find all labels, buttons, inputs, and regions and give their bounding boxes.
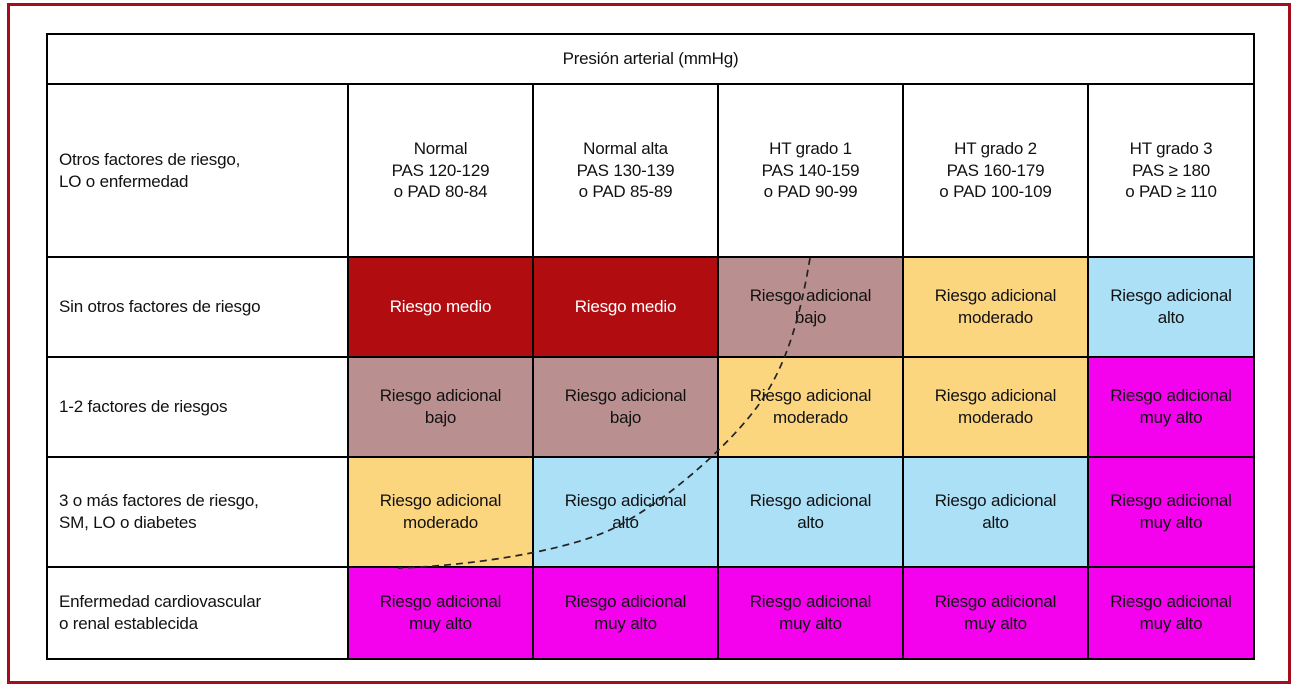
risk-table: Presión arterial (mmHg) Otros factores d…	[46, 33, 1255, 660]
risk-cell-text: muy alto	[1139, 408, 1203, 427]
risk-cell-text: Riesgo adicional	[379, 386, 502, 406]
risk-cell-text: Riesgo medio	[574, 297, 677, 317]
column-header-line: PAS 130-139	[576, 160, 675, 180]
column-header-line: o PAD 90-99	[763, 182, 858, 202]
corner-header-line: LO o enfermedad	[59, 171, 189, 191]
risk-cell-text: Riesgo adicional	[749, 592, 872, 612]
risk-cell-text: moderado	[958, 408, 1033, 427]
row-label-line: o renal establecida	[59, 614, 198, 633]
risk-cell-text: muy alto	[779, 614, 842, 633]
risk-cell-text: Riesgo adicional	[934, 286, 1057, 306]
risk-cell-text: alto	[982, 513, 1009, 532]
risk-cell-text: Riesgo adicional	[1110, 592, 1232, 612]
risk-cell: Riesgo adicional alto	[719, 458, 904, 568]
risk-cell-text: Riesgo adicional	[749, 386, 872, 406]
column-header-line: PAS 160-179	[946, 160, 1045, 180]
risk-cell: Riesgo adicional muy alto	[534, 568, 719, 658]
column-header-ht-grado-2: HT grado 2 PAS 160-179 o PAD 100-109	[904, 85, 1089, 258]
column-header-line: PAS ≥ 180	[1131, 160, 1211, 180]
risk-cell: Riesgo adicional moderado	[349, 458, 534, 568]
risk-cell-text: moderado	[773, 408, 848, 427]
risk-cell: Riesgo medio	[534, 258, 719, 358]
row-label: 3 o más factores de riesgo, SM, LO o dia…	[48, 458, 349, 568]
risk-cell-text: Riesgo adicional	[1110, 491, 1232, 511]
risk-cell-text: alto	[612, 513, 639, 532]
risk-cell-text: muy alto	[1139, 513, 1203, 532]
risk-cell: Riesgo adicional alto	[1089, 258, 1253, 358]
risk-cell-text: Riesgo adicional	[1110, 286, 1232, 306]
row-label-line: Sin otros factores de riesgo	[59, 297, 261, 317]
risk-cell-text: Riesgo adicional	[934, 491, 1057, 511]
risk-cell-text: Riesgo medio	[389, 297, 492, 317]
column-header-line: Normal alta	[583, 138, 668, 158]
risk-cell: Riesgo medio	[349, 258, 534, 358]
column-header-line: PAS 120-129	[391, 160, 490, 180]
risk-cell-text: alto	[797, 513, 824, 532]
row-label: 1-2 factores de riesgos	[48, 358, 349, 458]
row-label: Sin otros factores de riesgo	[48, 258, 349, 358]
corner-header-line: Otros factores de riesgo,	[59, 149, 241, 169]
risk-cell: Riesgo adicional muy alto	[719, 568, 904, 658]
risk-cell: Riesgo adicional muy alto	[1089, 358, 1253, 458]
risk-cell-text: alto	[1157, 308, 1185, 327]
column-header-normal: Normal PAS 120-129 o PAD 80-84	[349, 85, 534, 258]
risk-cell-text: bajo	[424, 408, 457, 427]
risk-cell-text: muy alto	[594, 614, 657, 633]
risk-cell: Riesgo adicional alto	[534, 458, 719, 568]
risk-cell: Riesgo adicional muy alto	[904, 568, 1089, 658]
row-label-line: 1-2 factores de riesgos	[59, 397, 228, 417]
column-header-line: HT grado 3	[1129, 138, 1213, 158]
row-label: Enfermedad cardiovascular o renal establ…	[48, 568, 349, 658]
column-header-line: o PAD 80-84	[393, 182, 488, 202]
risk-cell-text: Riesgo adicional	[934, 592, 1057, 612]
risk-cell-text: Riesgo adicional	[379, 491, 502, 511]
risk-cell-text: bajo	[794, 308, 827, 327]
risk-cell-text: muy alto	[964, 614, 1027, 633]
risk-cell: Riesgo adicional muy alto	[1089, 568, 1253, 658]
risk-cell-text: Riesgo adicional	[934, 386, 1057, 406]
corner-header: Otros factores de riesgo, LO o enfermeda…	[48, 85, 349, 258]
row-label-line: Enfermedad cardiovascular	[59, 592, 261, 612]
column-header-normal-alta: Normal alta PAS 130-139 o PAD 85-89	[534, 85, 719, 258]
row-label-line: SM, LO o diabetes	[59, 513, 197, 532]
risk-cell: Riesgo adicional bajo	[349, 358, 534, 458]
column-header-ht-grado-3: HT grado 3 PAS ≥ 180 o PAD ≥ 110	[1089, 85, 1253, 258]
column-header-line: o PAD 85-89	[578, 182, 673, 202]
table-title: Presión arterial (mmHg)	[48, 35, 1253, 85]
risk-cell-text: moderado	[958, 308, 1033, 327]
column-header-line: o PAD 100-109	[939, 182, 1052, 202]
risk-cell: Riesgo adicional bajo	[534, 358, 719, 458]
column-header-line: o PAD ≥ 110	[1125, 182, 1217, 202]
risk-cell-text: Riesgo adicional	[1110, 386, 1232, 406]
risk-cell: Riesgo adicional muy alto	[349, 568, 534, 658]
risk-cell: Riesgo adicional alto	[904, 458, 1089, 568]
risk-cell-text: bajo	[609, 408, 642, 427]
risk-cell: Riesgo adicional moderado	[719, 358, 904, 458]
risk-cell-text: Riesgo adicional	[749, 286, 872, 306]
risk-cell-text: moderado	[403, 513, 478, 532]
risk-cell-text: Riesgo adicional	[749, 491, 872, 511]
risk-cell: Riesgo adicional bajo	[719, 258, 904, 358]
risk-cell-text: muy alto	[1139, 614, 1203, 633]
column-header-line: HT grado 1	[769, 138, 852, 158]
risk-cell-text: Riesgo adicional	[564, 491, 687, 511]
risk-cell: Riesgo adicional moderado	[904, 358, 1089, 458]
row-label-line: 3 o más factores de riesgo,	[59, 491, 259, 511]
column-header-ht-grado-1: HT grado 1 PAS 140-159 o PAD 90-99	[719, 85, 904, 258]
risk-cell-text: muy alto	[409, 614, 472, 633]
column-header-line: Normal	[413, 138, 468, 158]
risk-cell: Riesgo adicional muy alto	[1089, 458, 1253, 568]
risk-cell-text: Riesgo adicional	[379, 592, 502, 612]
column-header-line: HT grado 2	[954, 138, 1037, 158]
risk-cell-text: Riesgo adicional	[564, 592, 687, 612]
risk-cell-text: Riesgo adicional	[564, 386, 687, 406]
risk-cell: Riesgo adicional moderado	[904, 258, 1089, 358]
column-header-line: PAS 140-159	[761, 160, 860, 180]
